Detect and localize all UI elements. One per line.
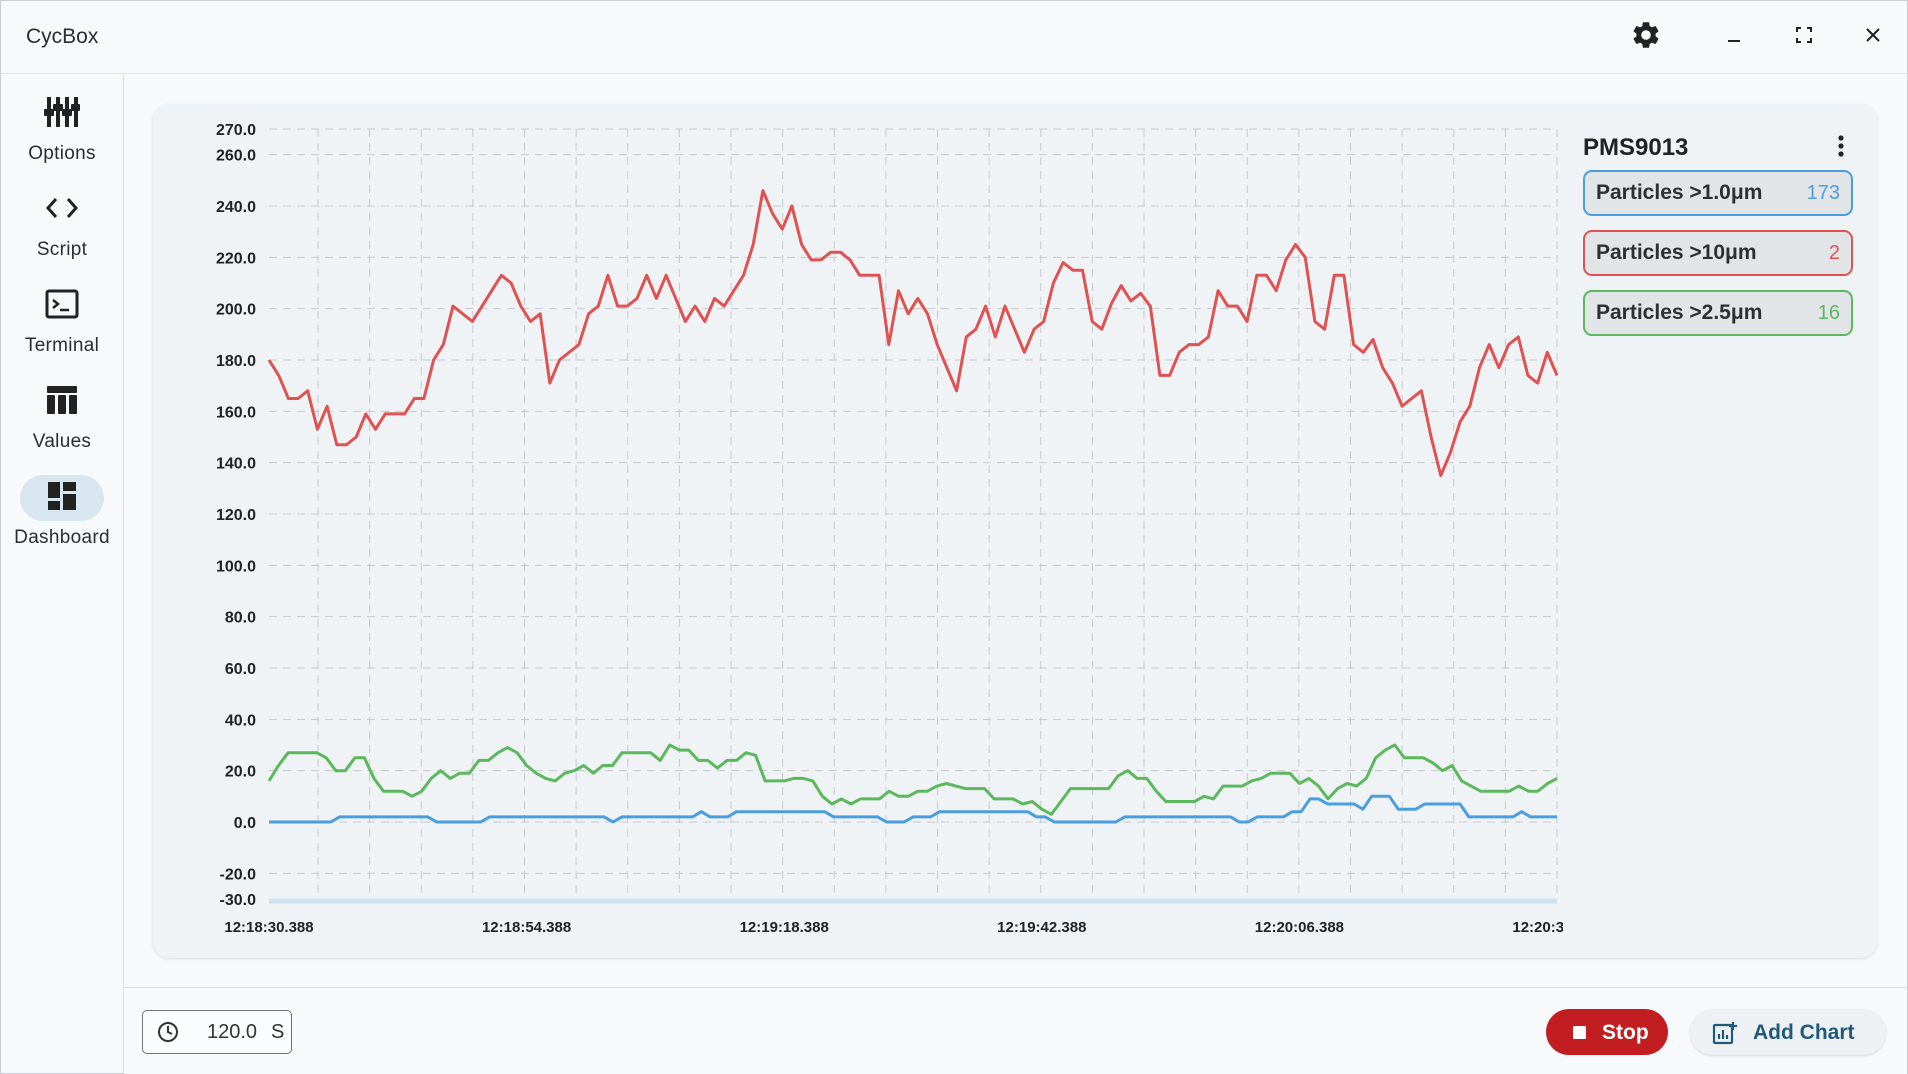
sidebar: Options Script Terminal xyxy=(1,74,124,1073)
code-icon xyxy=(45,196,79,225)
series-line xyxy=(267,743,1558,816)
legend-item[interactable]: Particles >2.5μm 16 xyxy=(1583,290,1853,336)
more-vert-icon xyxy=(1837,134,1845,162)
table-icon xyxy=(46,385,78,420)
nav-icon-container xyxy=(20,283,104,329)
close-button[interactable] xyxy=(1850,15,1896,59)
nav-icon-container xyxy=(20,475,104,521)
y-tick-label: 240.0 xyxy=(216,199,256,216)
x-tick-label: 12:19:42.388 xyxy=(997,919,1086,936)
y-tick-label: 270.0 xyxy=(216,122,256,139)
x-tick-label: 12:20:06.388 xyxy=(1255,919,1344,936)
y-tick-label: 0.0 xyxy=(234,815,256,832)
nav-icon-container xyxy=(20,91,104,137)
title-bar: CycBox xyxy=(1,1,1907,74)
y-tick-label: 80.0 xyxy=(225,610,256,627)
sidebar-item-dashboard[interactable]: Dashboard xyxy=(1,475,123,561)
add-chart-label: Add Chart xyxy=(1753,1021,1855,1044)
y-tick-label: 220.0 xyxy=(216,250,256,267)
nav-icon-container xyxy=(20,379,104,425)
y-tick-label: 40.0 xyxy=(225,712,256,729)
clock-icon xyxy=(157,1021,179,1048)
add-chart-icon xyxy=(1712,1021,1738,1050)
x-tick-label: 12:20:30.388 xyxy=(1512,919,1563,936)
sidebar-item-script[interactable]: Script xyxy=(1,187,123,273)
sidebar-item-options[interactable]: Options xyxy=(1,91,123,177)
y-tick-label: 160.0 xyxy=(216,404,256,421)
y-tick-label: -20.0 xyxy=(220,866,257,883)
y-tick-label: 20.0 xyxy=(225,764,256,781)
gear-icon xyxy=(1630,19,1662,56)
sliders-icon xyxy=(44,95,80,134)
nav-icon-container xyxy=(20,187,104,233)
x-tick-label: 12:19:18.388 xyxy=(740,919,829,936)
x-tick-label: 12:18:30.388 xyxy=(224,919,313,936)
maximize-icon xyxy=(1795,26,1813,49)
y-tick-label: -30.0 xyxy=(220,892,257,909)
y-tick-label: 200.0 xyxy=(216,302,256,319)
time-window-input[interactable]: 120.0 S xyxy=(142,1010,292,1054)
y-tick-label: 60.0 xyxy=(225,661,256,678)
sidebar-item-values[interactable]: Values xyxy=(1,379,123,465)
line-chart: 270.0 260.0 240.0 220.0 200.0 180.0 160.0 140.0… xyxy=(216,122,1563,936)
nav-label: Options xyxy=(28,143,96,164)
nav-label: Dashboard xyxy=(14,527,110,548)
close-icon xyxy=(1864,26,1882,49)
chart-menu-button[interactable] xyxy=(1827,132,1855,164)
legend-value: 16 xyxy=(1817,302,1840,324)
legend-value: 2 xyxy=(1828,242,1840,264)
y-tick-label: 260.0 xyxy=(216,148,256,165)
series-line xyxy=(269,794,1557,824)
time-window-unit: S xyxy=(271,1021,285,1043)
settings-button[interactable] xyxy=(1623,15,1669,59)
y-tick-label: 100.0 xyxy=(216,558,256,575)
y-tick-label: 120.0 xyxy=(216,507,256,524)
legend-item[interactable]: Particles >1.0μm 173 xyxy=(1583,170,1853,216)
chart-card: 270.0 260.0 240.0 220.0 200.0 180.0 160.0 140.0… xyxy=(153,104,1877,958)
nav-label: Terminal xyxy=(24,335,100,356)
legend-item[interactable]: Particles >10μm 2 xyxy=(1583,230,1853,276)
stop-icon xyxy=(1573,1026,1586,1039)
y-tick-label: 140.0 xyxy=(216,456,256,473)
chart-title: PMS9013 xyxy=(1583,134,1689,161)
stop-button[interactable]: Stop xyxy=(1546,1009,1668,1055)
series-line xyxy=(267,189,1559,477)
nav-label: Script xyxy=(36,239,88,260)
terminal-icon xyxy=(45,289,79,324)
stop-label: Stop xyxy=(1602,1021,1649,1044)
sidebar-item-terminal[interactable]: Terminal xyxy=(1,283,123,369)
maximize-button[interactable] xyxy=(1781,15,1827,59)
legend-name: Particles >2.5μm xyxy=(1596,301,1763,324)
legend-value: 173 xyxy=(1806,182,1840,204)
y-tick-label: 180.0 xyxy=(216,353,256,370)
nav-label: Values xyxy=(32,431,92,452)
minimize-icon xyxy=(1724,25,1744,50)
bottom-bar: 120.0 S Stop Add Chart xyxy=(124,987,1907,1074)
minimize-button[interactable] xyxy=(1711,15,1757,59)
legend-name: Particles >1.0μm xyxy=(1596,181,1763,204)
legend-name: Particles >10μm xyxy=(1596,241,1757,264)
x-tick-label: 12:18:54.388 xyxy=(482,919,571,936)
add-chart-button[interactable]: Add Chart xyxy=(1690,1009,1886,1055)
dashboard-icon xyxy=(47,481,77,516)
time-window-value: 120.0 xyxy=(207,1021,258,1043)
app-title: CycBox xyxy=(26,25,99,48)
